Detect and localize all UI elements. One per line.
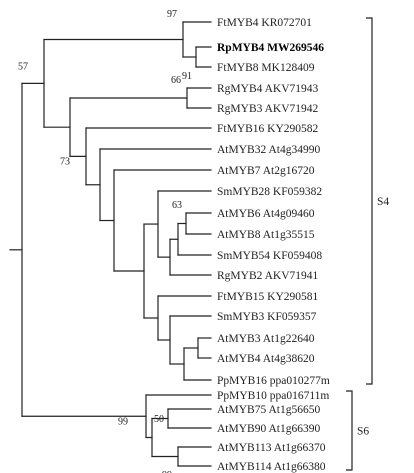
bootstrap-value: 97 [167, 9, 177, 20]
leaf-label: RgMYB4 AKV71943 [217, 83, 319, 95]
leaf-label: AtMYB6 At4g09460 [217, 208, 315, 220]
leaf-label: AtMYB32 At4g34990 [217, 144, 320, 156]
bootstrap-value: 99 [118, 416, 128, 427]
leaf-label: FtMYB8 MK128409 [217, 62, 315, 74]
leaf-label: RgMYB3 AKV71942 [217, 103, 319, 115]
leaf-label: AtMYB7 At2g16720 [217, 165, 315, 177]
leaf-label: AtMYB75 At1g56650 [217, 404, 320, 416]
group-label-s6: S6 [357, 426, 369, 438]
bootstrap-value: 66 [171, 75, 181, 86]
bootstrap-value: 91 [182, 71, 192, 82]
leaf-label: AtMYB114 At1g66380 [217, 461, 326, 473]
leaf-label: AtMYB3 At1g22640 [217, 333, 315, 345]
leaf-label: PpMYB16 ppa010277m [217, 375, 330, 387]
leaf-labels: FtMYB4 KR072701 RpMYB4 MW269546 FtMYB8 MK1… [217, 17, 330, 473]
leaf-label: FtMYB16 KY290582 [217, 123, 319, 135]
leaf-label: SmMYB54 KF059408 [217, 250, 322, 262]
group-bracket-s4 [366, 17, 373, 385]
leaf-label: RgMYB2 AKV71941 [217, 270, 319, 282]
leaf-label: PpMYB10 ppa016711m [217, 390, 329, 402]
bootstrap-value: 50 [154, 414, 164, 425]
leaf-label: SmMYB3 KF059357 [217, 311, 317, 323]
group-brackets: S4 S6 [346, 17, 389, 471]
leaf-label: AtMYB90 At1g66390 [217, 423, 320, 435]
bootstrap-value: 73 [60, 156, 70, 167]
leaf-label: AtMYB8 At1g35515 [217, 229, 315, 241]
bootstrap-value: 57 [18, 61, 28, 72]
leaf-label: AtMYB4 At4g38620 [217, 353, 315, 365]
bootstrap-value: 63 [172, 200, 182, 211]
bootstrap-value: 99 [162, 470, 172, 473]
group-label-s4: S4 [377, 196, 389, 208]
leaf-label: FtMYB4 KR072701 [217, 17, 312, 29]
tree-branches [9, 21, 212, 467]
group-bracket-s6 [346, 390, 353, 471]
leaf-label: SmMYB28 KF059382 [217, 186, 322, 198]
leaf-label: AtMYB113 At1g66370 [217, 442, 326, 454]
leaf-label: FtMYB15 KY290581 [217, 291, 319, 303]
leaf-label: RpMYB4 MW269546 [217, 42, 324, 54]
